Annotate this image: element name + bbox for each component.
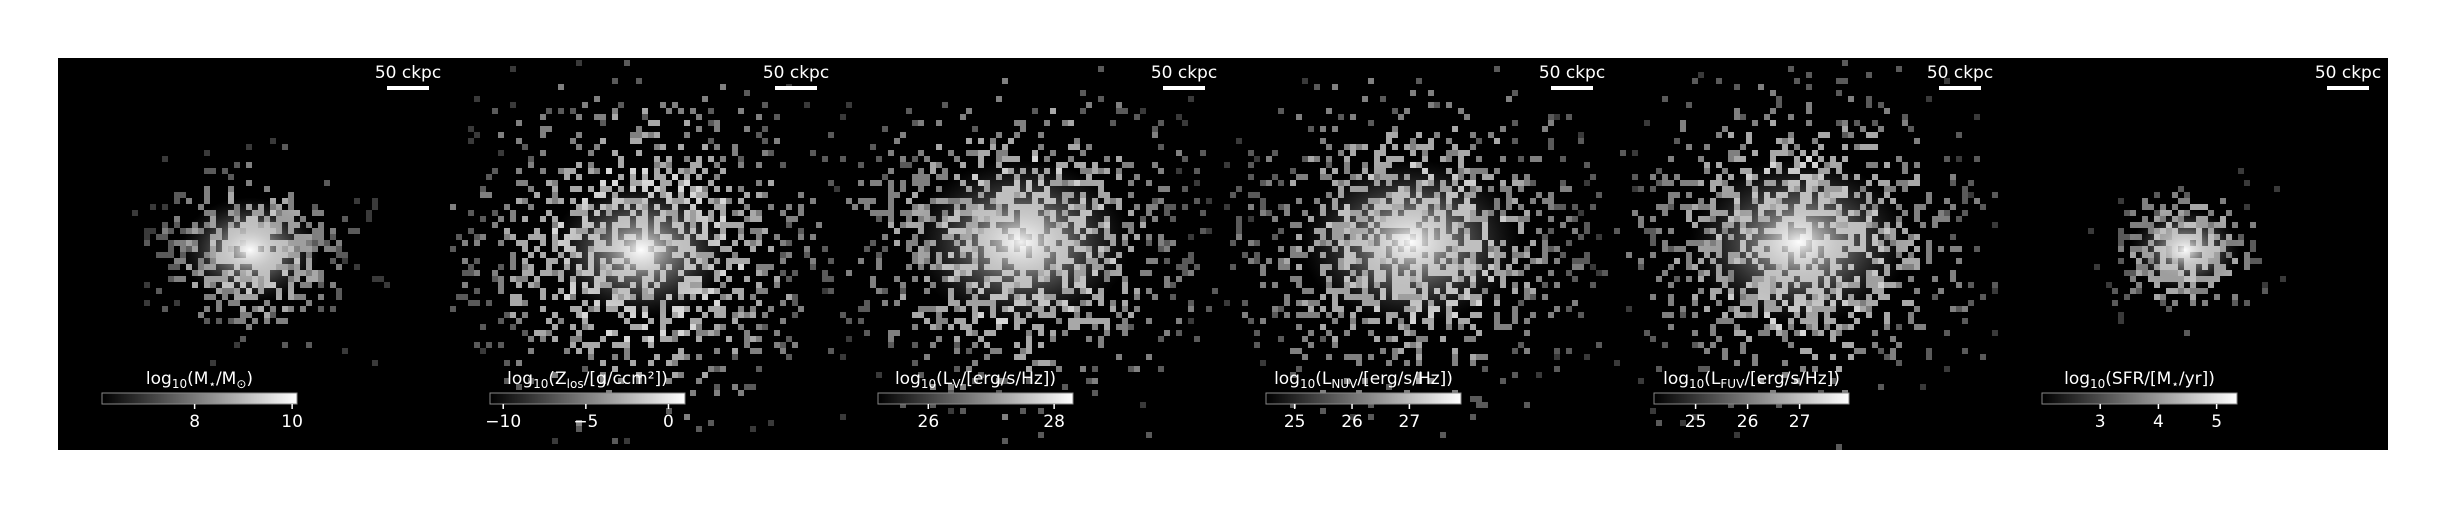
scale-bar-label: 50 ckpc (763, 63, 829, 83)
colorbar-tick-label: 4 (2153, 412, 2164, 432)
label-part: ⊙ (236, 377, 246, 391)
scale-bar-label: 50 ckpc (1151, 63, 1217, 83)
colorbar-tick-label: 26 (918, 412, 940, 432)
colorbar-tick-label: 26 (1737, 412, 1759, 432)
label-part: (L (1704, 369, 1721, 389)
colorbar-tick-label: 10 (281, 412, 303, 432)
label-part: 10 (533, 377, 548, 391)
label-part: (M (187, 369, 208, 389)
scale-bar-label: 50 ckpc (2315, 63, 2381, 83)
label-part: NUV (1331, 377, 1358, 391)
label-part: log (146, 369, 172, 389)
colorbar-label: log10(LFUV/[erg/s/Hz]) (1663, 369, 1840, 391)
label-part: /[g/ccm²]) (584, 369, 668, 389)
label-part: /[erg/s/Hz]) (1744, 369, 1840, 389)
colorbar-tick-label: −10 (485, 412, 521, 432)
scale-bar-label: 50 ckpc (1927, 63, 1993, 83)
label-part: (L (1315, 369, 1332, 389)
galaxy-core (1689, 159, 1909, 325)
colorbar-tick-label: 26 (1341, 412, 1363, 432)
label-part: (L (936, 369, 953, 389)
colorbar-tick-label: 8 (189, 412, 200, 432)
label-part: los (567, 377, 584, 391)
label-part: /M (216, 369, 236, 389)
colorbar-tick-label: 27 (1399, 412, 1421, 432)
label-part: 10 (1300, 377, 1315, 391)
colorbar (1265, 392, 1462, 405)
colorbar (1653, 392, 1850, 405)
colorbar-tick-label: 3 (2095, 412, 2106, 432)
label-part: ⋆ (208, 377, 216, 391)
galaxy-pixels (504, 108, 792, 378)
galaxy-core (180, 197, 320, 303)
colorbar (489, 392, 686, 405)
label-part: ) (246, 369, 253, 389)
galaxy-core (2130, 208, 2240, 292)
label-part: (SFR/[M (2105, 369, 2171, 389)
galaxy-core (551, 182, 731, 318)
label-part: V (952, 377, 961, 391)
label-part: log (2064, 369, 2090, 389)
colorbar-label: log10(Zlos/[g/ccm²]) (507, 369, 668, 391)
colorbar-label: log10(M⋆/M⊙) (146, 369, 253, 391)
label-part: /yr]) (2179, 369, 2215, 389)
label-part: /[erg/s/Hz]) (960, 369, 1056, 389)
scale-bar-label: 50 ckpc (1539, 63, 1605, 83)
colorbar-tick-label: 25 (1284, 412, 1306, 432)
label-part: FUV (1720, 377, 1745, 391)
colorbar-label: log10(LNUV/[erg/s/Hz]) (1274, 369, 1453, 391)
label-part: log (507, 369, 533, 389)
label-part: 10 (172, 377, 187, 391)
label-part: 10 (2090, 377, 2105, 391)
galaxy-core (1301, 159, 1521, 325)
label-part: 10 (921, 377, 936, 391)
colorbar-tick-label: 25 (1685, 412, 1707, 432)
colorbar-tick-label: 5 (2211, 412, 2222, 432)
label-part: ⋆ (2171, 377, 2179, 391)
colorbar (877, 392, 1074, 405)
colorbar-tick-label: 0 (663, 412, 674, 432)
colorbar (101, 392, 298, 405)
label-part: log (1274, 369, 1300, 389)
colorbar-label: log10(SFR/[M⋆/yr]) (2064, 369, 2215, 391)
galaxy-pixels (450, 84, 822, 426)
colorbar (2041, 392, 2238, 405)
colorbar-label: log10(LV/[erg/s/Hz]) (895, 369, 1056, 391)
scale-bar-label: 50 ckpc (375, 63, 441, 83)
image-area (58, 58, 2388, 450)
label-part: log (1663, 369, 1689, 389)
galaxy-core (911, 159, 1131, 325)
label-part: (Z (548, 369, 566, 389)
galaxy-pixels (846, 78, 1194, 420)
label-part: /[erg/s/Hz]) (1357, 369, 1453, 389)
galaxy-pixels (1236, 78, 1584, 396)
colorbar-tick-label: 28 (1043, 412, 1065, 432)
label-part: 10 (1689, 377, 1704, 391)
label-part: log (895, 369, 921, 389)
colorbar-tick-label: 27 (1789, 412, 1811, 432)
colorbar-tick-label: −5 (573, 412, 598, 432)
